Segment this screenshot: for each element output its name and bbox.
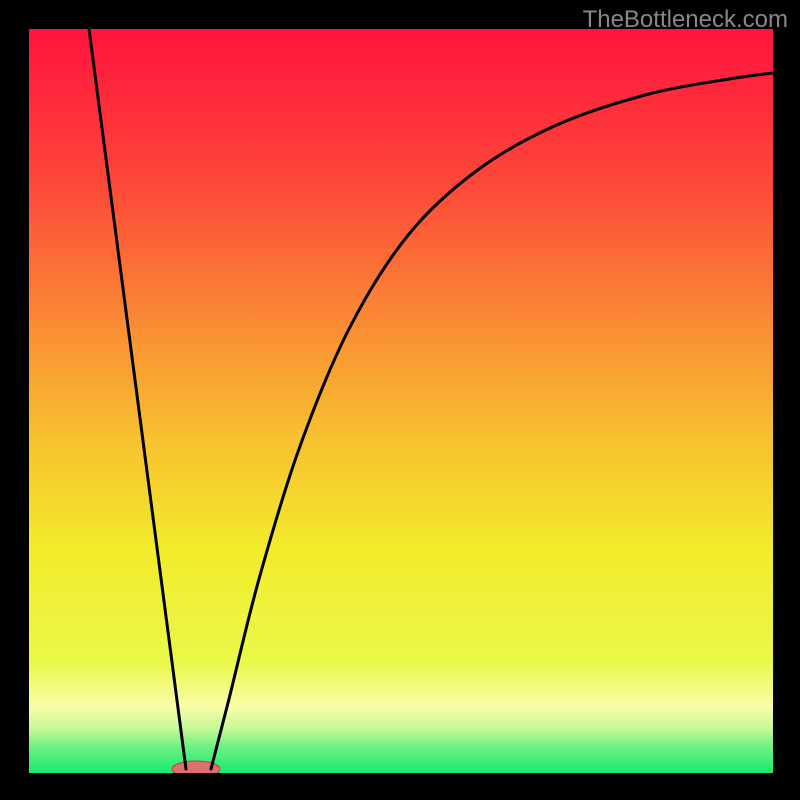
chart-container: TheBottleneck.com — [0, 0, 800, 800]
watermark-text: TheBottleneck.com — [583, 6, 788, 34]
plot-area — [29, 29, 773, 773]
gradient-background — [29, 29, 773, 773]
